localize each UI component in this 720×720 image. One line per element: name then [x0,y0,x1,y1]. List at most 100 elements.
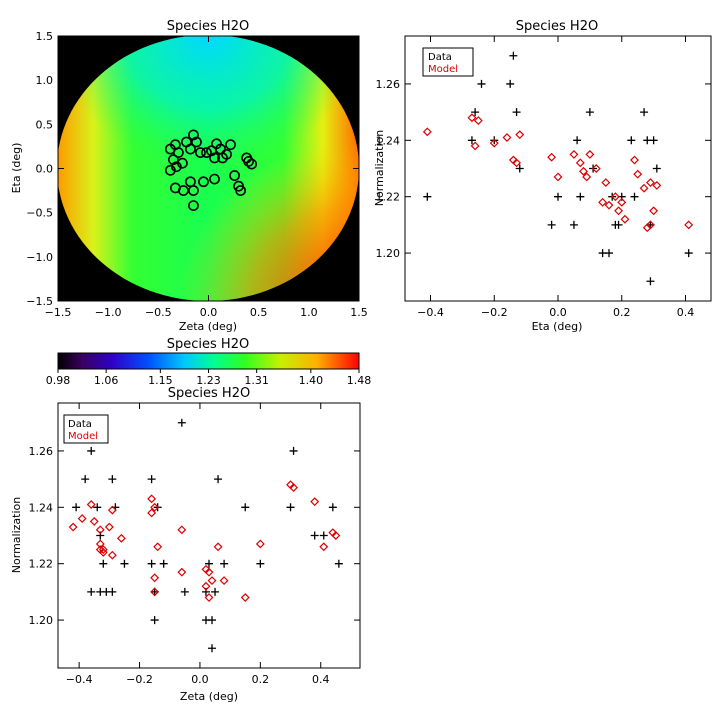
eta-model-point [470,141,480,151]
zeta-data-point [177,418,186,427]
eta-data-point [576,192,585,201]
zeta-model-point [213,542,223,552]
eta-points [422,51,694,286]
zeta-title: Species H2O [168,386,250,401]
eta-data-point [515,164,524,173]
eta-model-point [422,127,432,137]
map-y-tick-label: 0.5 [36,118,54,131]
zeta-data-point [208,644,217,653]
zeta-legend: Data Model [63,414,109,444]
zeta-model-point [201,581,211,591]
zeta-model-point [319,542,329,552]
fiber-marker [167,154,179,166]
fiber-marker [170,161,182,173]
zeta-model-point [177,525,187,535]
map-y-ticks: −1.5 −1.0 −0.5 0.0 0.5 1.0 1.5 [26,30,359,308]
eta-legend: Data Model [422,47,474,77]
eta-model-point [598,197,608,207]
zeta-data-point [72,503,81,512]
zeta-model-point [107,505,117,515]
eta-data-point [512,108,521,117]
zeta-data-point [147,475,156,484]
zeta-y-tick-label: 1.24 [29,501,54,514]
eta-model-point [684,220,694,230]
eta-y-tick-label: 1.26 [376,78,401,91]
zeta-model-point [98,547,108,557]
zeta-model-point [104,522,114,532]
eta-model-point [569,149,579,159]
zeta-data-point [159,559,168,568]
fiber-markers [164,129,258,211]
eta-y-tick-label: 1.20 [376,247,401,260]
colorbar-tick-label: 1.15 [148,374,173,387]
fiber-marker [201,147,212,158]
eta-model-point [512,158,522,168]
eta-x-tick-label: −0.4 [417,306,444,319]
eta-model-point [649,206,659,216]
zeta-y-tick-label: 1.26 [29,445,54,458]
zeta-model-point [204,593,214,602]
map-x-tick-label: 1.5 [350,306,368,319]
zeta-data-point [319,531,328,540]
eta-model-point [620,214,630,224]
eta-model-point [645,178,655,188]
zeta-data-point [180,587,189,596]
zeta-model-point [95,539,105,549]
map-y-tick-label: 0.0 [36,163,54,176]
map-y-tick-label: 1.5 [36,30,54,43]
zeta-x-ticks: −0.4 −0.2 0.0 0.2 0.4 [66,403,329,686]
zeta-model-point [77,514,87,524]
zeta-model-point [89,516,99,526]
eta-data-point [554,192,562,201]
eta-model-point [467,113,477,123]
eta-x-tick-label: 0.4 [677,306,695,319]
zeta-data-point [211,587,220,596]
eta-data-point [506,79,515,88]
eta-model-point [617,197,627,207]
colorbar-tick-label: 1.23 [196,374,221,387]
colorbar-tick-label: 1.31 [244,374,269,387]
zeta-x-tick-label: −0.2 [126,673,153,686]
map-x-tick-label: −1.5 [45,306,72,319]
zeta-model-point [150,587,160,597]
fiber-marker [178,185,189,196]
zeta-model-point [147,508,157,518]
map-y-label: Eta (deg) [10,143,23,194]
eta-data-point [547,220,556,229]
eta-data-point [640,108,649,117]
zeta-frame [57,402,361,669]
zeta-data-point [87,587,96,596]
map-y-tick-label: −1.0 [26,251,53,264]
eta-data-point [585,108,594,117]
map-y-tick-label: −1.5 [26,295,53,308]
eta-model-point [642,223,652,233]
eta-model-point [604,200,614,210]
eta-data-point [630,192,639,201]
eta-y-tick-label: 1.24 [376,134,401,147]
zeta-legend-model: Model [68,431,98,442]
eta-data-point [652,164,661,173]
map-red-region [58,36,359,301]
eta-data-point [569,220,578,229]
colorbar-tick-label: 1.40 [299,374,324,387]
fiber-marker [188,185,199,196]
colorbar-tick-label: 1.48 [347,374,372,387]
zeta-model-point [207,576,217,586]
map-x-label: Zeta (deg) [179,320,237,333]
zeta-model-point [95,525,105,535]
zeta-model-point [204,567,214,577]
eta-y-tick-label: 1.22 [376,191,401,204]
zeta-y-ticks: 1.20 1.22 1.24 1.26 [29,445,360,627]
zeta-data-point [93,503,102,512]
fiber-marker [209,173,220,185]
eta-model-point [630,155,639,165]
zeta-data-point [328,503,337,512]
eta-model-point [579,166,588,176]
eta-data-point [605,249,613,258]
zeta-y-tick-label: 1.20 [29,614,54,627]
eta-x-ticks: −0.4 −0.2 0.0 0.2 0.4 [417,36,694,319]
zeta-x-label: Zeta (deg) [180,690,238,703]
zeta-model-point [107,550,117,560]
eta-data-point [627,136,636,145]
zeta-data-point [214,475,223,484]
